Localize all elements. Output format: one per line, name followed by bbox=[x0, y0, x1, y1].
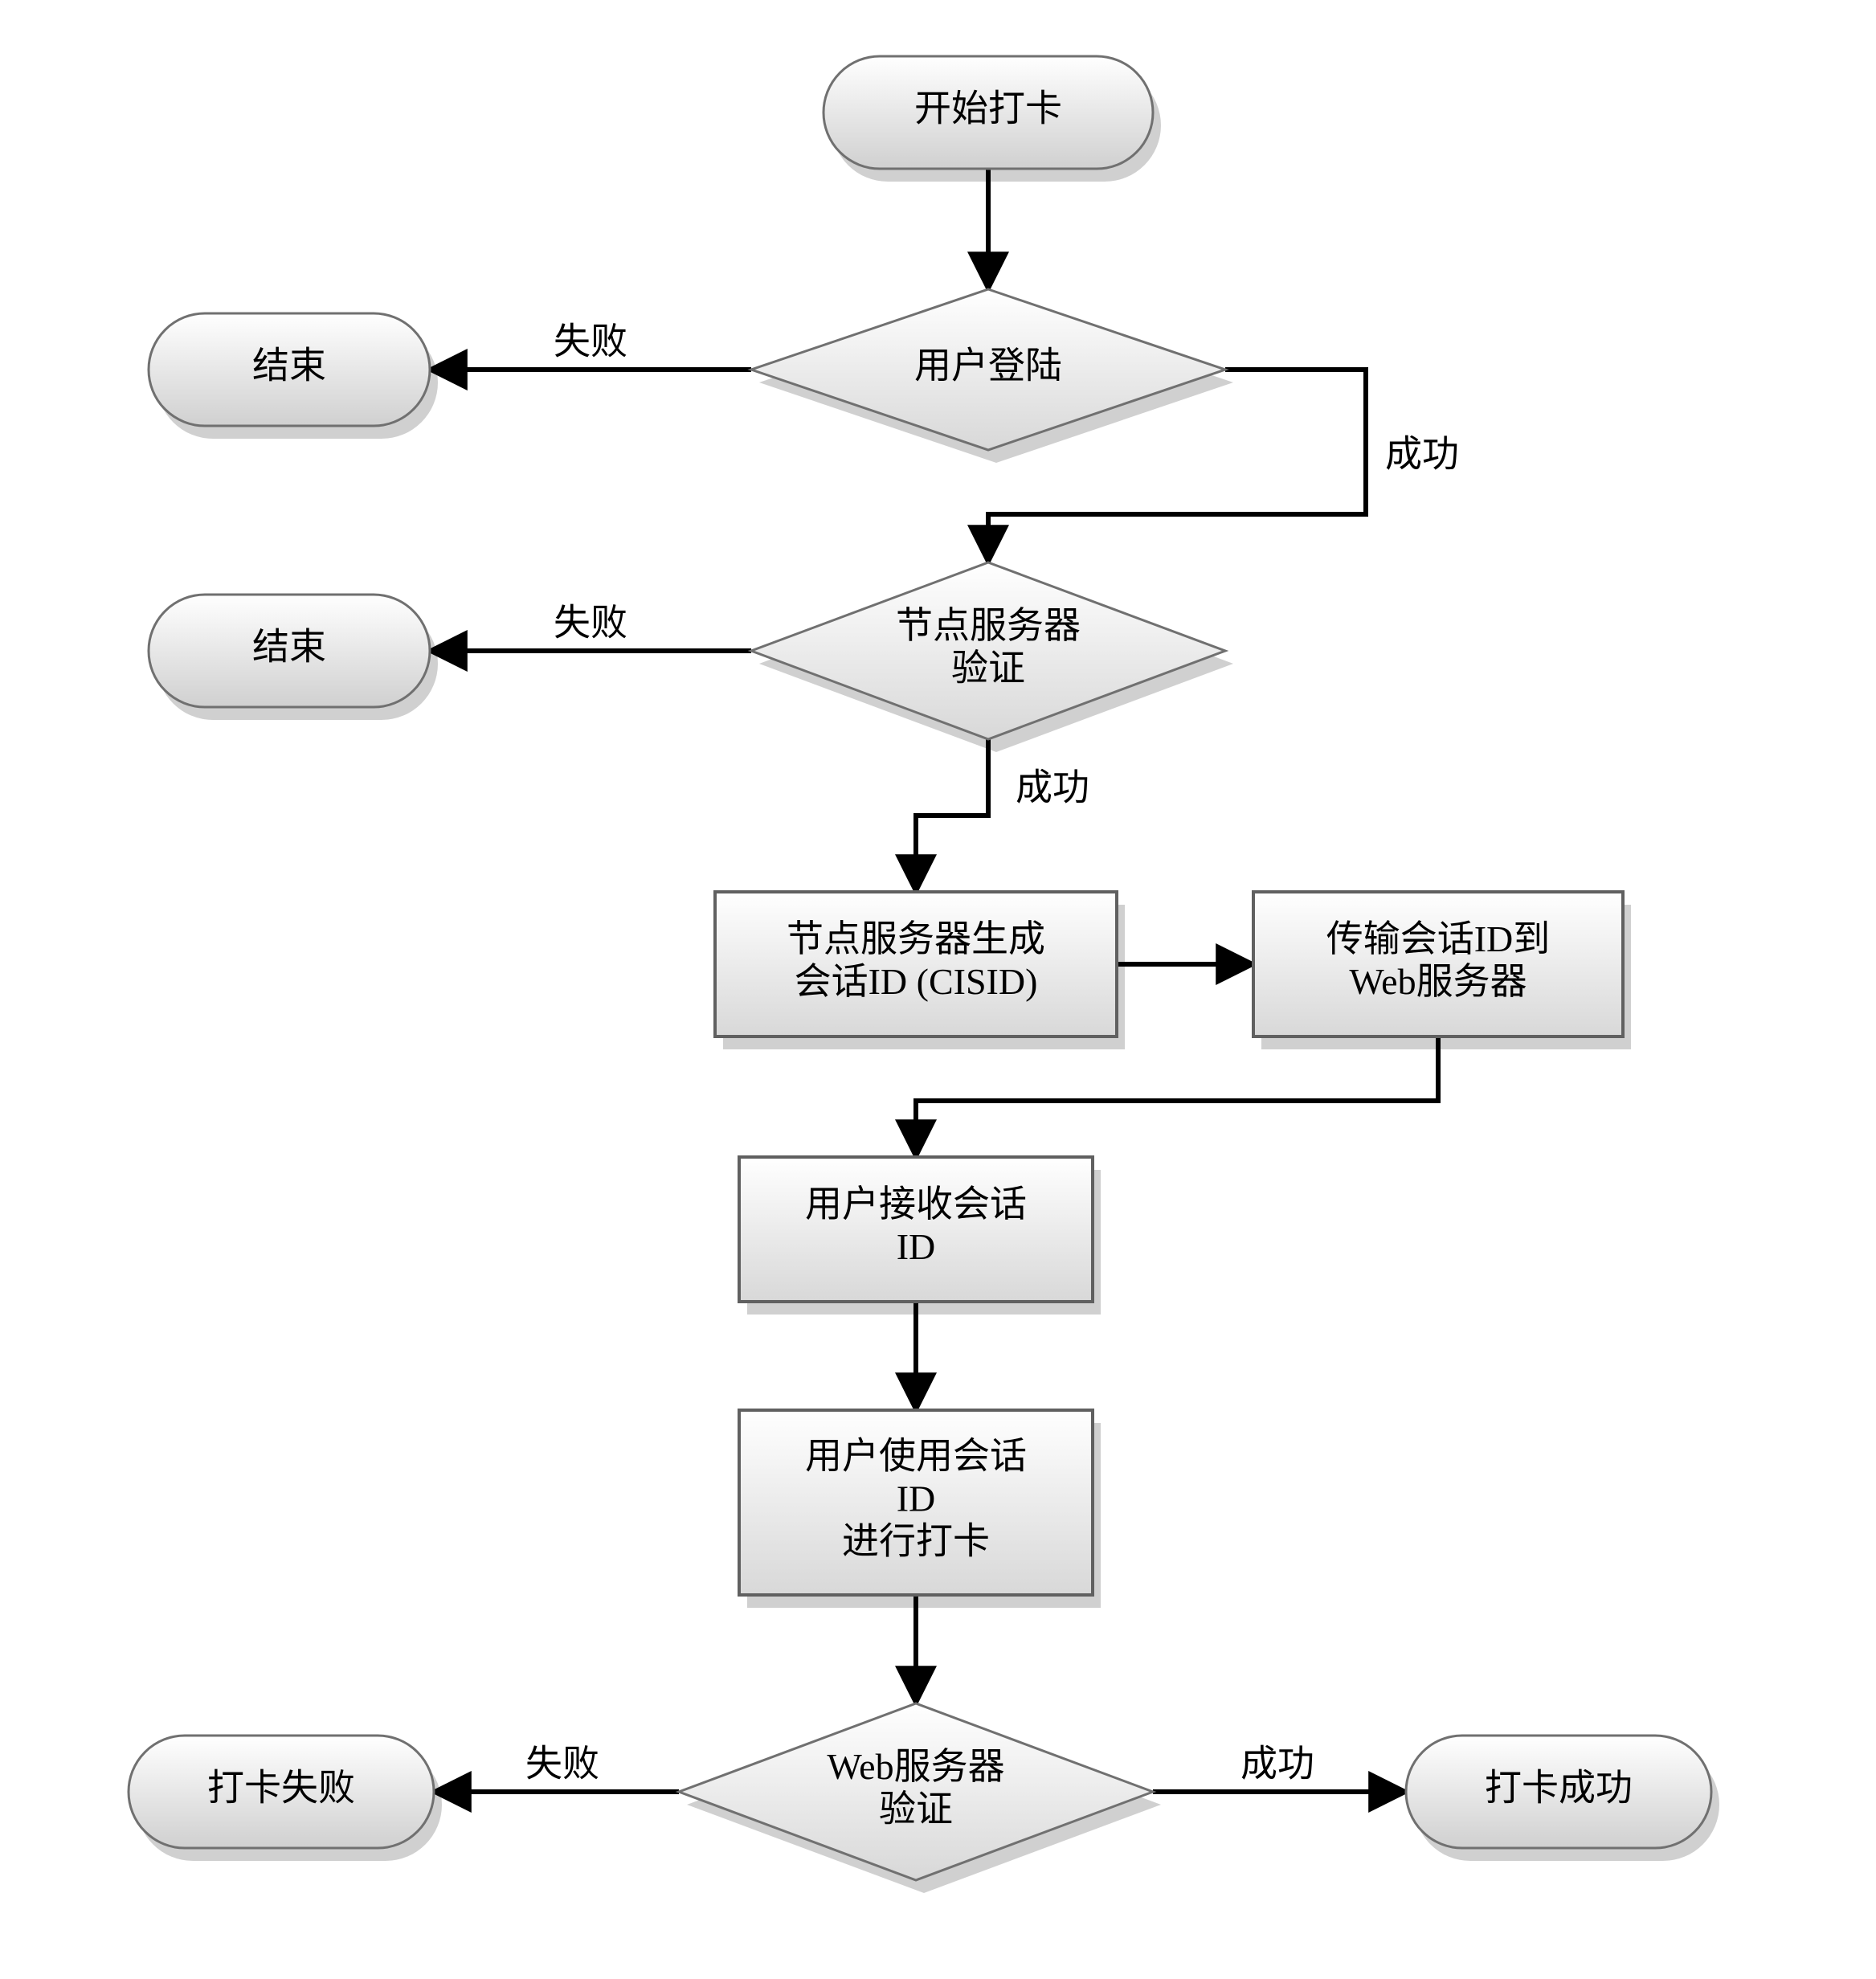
node-usesid-label-1: ID bbox=[897, 1478, 936, 1519]
flowchart-canvas: 开始打卡结束用户登陆结束节点服务器验证节点服务器生成会话ID (CISID)传输… bbox=[0, 0, 1876, 1979]
edge-nodever-gensid-label: 成功 bbox=[1016, 767, 1089, 808]
edge-webver-fail-label: 失败 bbox=[525, 1744, 599, 1785]
node-webver-label-0: Web服务器 bbox=[827, 1746, 1004, 1787]
node-fail-label-0: 打卡失败 bbox=[207, 1768, 355, 1809]
node-nodever-label-0: 节点服务器 bbox=[896, 605, 1081, 646]
node-end2-label-0: 结束 bbox=[252, 627, 326, 668]
node-start-label-0: 开始打卡 bbox=[914, 88, 1062, 129]
node-login-label-0: 用户登陆 bbox=[914, 346, 1062, 386]
edge-nodever-gensid bbox=[916, 739, 988, 892]
node-usesid-label-0: 用户使用会话 bbox=[805, 1436, 1027, 1477]
node-webver-label-1: 验证 bbox=[879, 1789, 953, 1830]
node-transsid-label-0: 传输会话ID到 bbox=[1326, 918, 1551, 959]
node-gensid-label-1: 会话ID (CISID) bbox=[795, 961, 1038, 1002]
edge-transsid-recvsid bbox=[916, 1037, 1438, 1157]
edge-webver-succ-label: 成功 bbox=[1240, 1744, 1314, 1785]
edge-login-nodever-label: 成功 bbox=[1385, 434, 1459, 475]
node-transsid-label-1: Web服务器 bbox=[1349, 961, 1527, 1002]
node-recvsid-label-1: ID bbox=[897, 1226, 936, 1267]
node-succ-label-0: 打卡成功 bbox=[1485, 1768, 1633, 1809]
node-gensid-label-0: 节点服务器生成 bbox=[787, 918, 1045, 959]
node-end1-label-0: 结束 bbox=[252, 346, 326, 386]
node-recvsid-label-0: 用户接收会话 bbox=[805, 1184, 1027, 1225]
node-nodever-label-1: 验证 bbox=[951, 648, 1025, 689]
edge-login-end1-label: 失败 bbox=[554, 321, 627, 362]
edge-nodever-end2-label: 失败 bbox=[554, 603, 627, 644]
node-usesid-label-2: 进行打卡 bbox=[842, 1520, 990, 1561]
